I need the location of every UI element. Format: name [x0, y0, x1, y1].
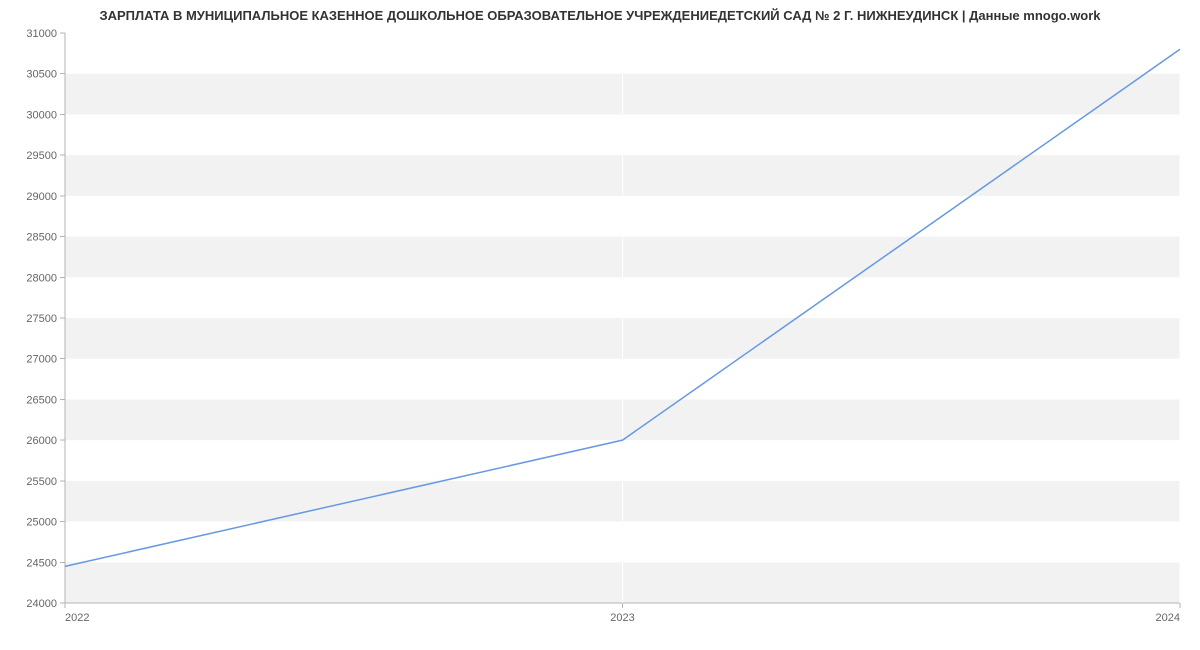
y-tick-label: 27000 — [26, 354, 57, 366]
y-tick-label: 30500 — [26, 69, 57, 81]
x-tick-label: 2024 — [1156, 612, 1180, 624]
y-tick-label: 31000 — [26, 28, 57, 40]
x-tick-label: 2022 — [65, 612, 89, 624]
line-chart-svg: 24000 24500 25000 25500 26000 26500 27000 27500… — [0, 23, 1200, 643]
y-tick-label: 24500 — [26, 557, 57, 569]
chart-area: 24000 24500 25000 25500 26000 26500 27000 27500… — [0, 23, 1200, 643]
y-tick-label: 29000 — [26, 191, 57, 203]
x-tick-label: 2023 — [610, 612, 634, 624]
chart-title: ЗАРПЛАТА В МУНИЦИПАЛЬНОЕ КАЗЕННОЕ ДОШКОЛ… — [0, 0, 1200, 23]
y-tick-label: 30000 — [26, 109, 57, 121]
y-tick-label: 25500 — [26, 476, 57, 488]
y-tick-label: 28000 — [26, 272, 57, 284]
y-tick-label: 26000 — [26, 435, 57, 447]
y-tick-label: 24000 — [26, 598, 57, 610]
y-tick-label: 27500 — [26, 313, 57, 325]
y-tick-label: 29500 — [26, 150, 57, 162]
y-tick-label: 26500 — [26, 394, 57, 406]
y-tick-label: 25000 — [26, 517, 57, 529]
y-tick-label: 28500 — [26, 232, 57, 244]
